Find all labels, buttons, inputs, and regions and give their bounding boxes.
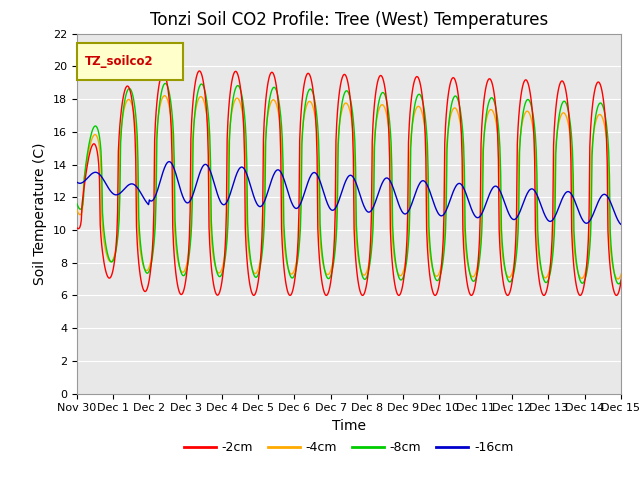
Title: Tonzi Soil CO2 Profile: Tree (West) Temperatures: Tonzi Soil CO2 Profile: Tree (West) Temp… [150,11,548,29]
Text: TZ_soilco2: TZ_soilco2 [85,55,154,68]
X-axis label: Time: Time [332,419,366,433]
FancyBboxPatch shape [77,43,183,80]
Y-axis label: Soil Temperature (C): Soil Temperature (C) [33,143,47,285]
Legend: -2cm, -4cm, -8cm, -16cm: -2cm, -4cm, -8cm, -16cm [179,436,518,459]
